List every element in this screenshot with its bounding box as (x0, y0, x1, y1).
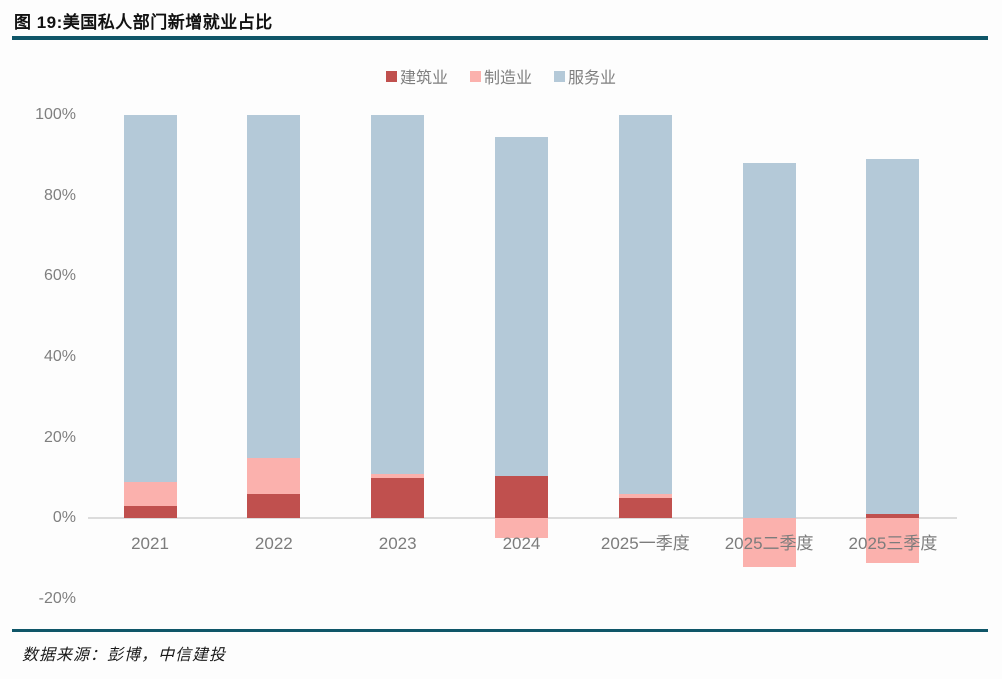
y-axis-tick-label: 80% (43, 186, 76, 204)
chart-legend: 建筑业 制造业 服务业 (0, 64, 1002, 88)
bar-segment-制造业-2024 (494, 518, 548, 539)
legend-swatch-icon (385, 70, 397, 82)
legend-label: 建筑业 (399, 70, 448, 87)
x-axis-category-label: 2022 (254, 534, 293, 553)
bar-segment-服务业-2025三季度 (866, 159, 920, 515)
legend-swatch-icon (469, 70, 481, 82)
y-axis-tick-label: 0% (52, 509, 76, 527)
bar-segment-服务业-2025一季度 (618, 115, 672, 495)
bar-segment-制造业-2022 (247, 457, 301, 495)
bar-segment-制造业-2025三季度 (866, 518, 920, 563)
bar-segment-建筑业-2025三季度 (866, 514, 920, 519)
legend-item: 建筑业 (385, 64, 448, 88)
bar-segment-服务业-2021 (123, 115, 177, 483)
chart-title: 图 19:美国私人部门新增就业占比 (14, 13, 273, 32)
bar-segment-服务业-2025二季度 (742, 163, 796, 519)
x-axis-category-label: 2025三季度 (848, 534, 938, 553)
y-axis-tick-label: 60% (43, 267, 76, 285)
x-axis-category-label: 2025二季度 (724, 534, 814, 553)
y-axis-tick-label: 100% (35, 106, 76, 123)
y-axis-tick-label: 20% (43, 428, 76, 446)
bar-segment-制造业-2025一季度 (618, 494, 672, 499)
bar-segment-建筑业-2021 (123, 506, 177, 519)
bar-segment-制造业-2021 (123, 482, 177, 507)
x-axis-category-label: 2025一季度 (600, 534, 690, 553)
legend-item: 制造业 (469, 64, 532, 88)
bar-segment-制造业-2023 (371, 473, 425, 478)
data-source-note: 数据来源：彭博，中信建投 (22, 647, 227, 664)
bar-segment-建筑业-2023 (371, 477, 425, 519)
bar-segment-服务业-2024 (494, 137, 548, 476)
bar-segment-建筑业-2025一季度 (618, 498, 672, 519)
x-axis-category-label: 2023 (378, 534, 417, 553)
legend-label: 服务业 (568, 70, 617, 87)
legend-label: 制造业 (483, 70, 532, 87)
bar-segment-服务业-2023 (371, 115, 425, 474)
footer-divider-rule (12, 629, 988, 632)
bar-segment-服务业-2022 (247, 115, 301, 458)
x-axis-category-label: 2021 (131, 534, 169, 553)
x-axis-category-label: 2024 (502, 534, 541, 553)
bar-segment-建筑业-2024 (494, 475, 548, 519)
bar-segment-建筑业-2022 (247, 494, 301, 519)
bar-segment-制造业-2025二季度 (742, 518, 796, 567)
y-axis-tick-label: 40% (43, 347, 76, 365)
y-axis-tick-label: -20% (38, 589, 76, 607)
title-divider-rule (12, 36, 988, 40)
legend-swatch-icon (554, 70, 565, 82)
legend-item: 服务业 (554, 64, 616, 88)
